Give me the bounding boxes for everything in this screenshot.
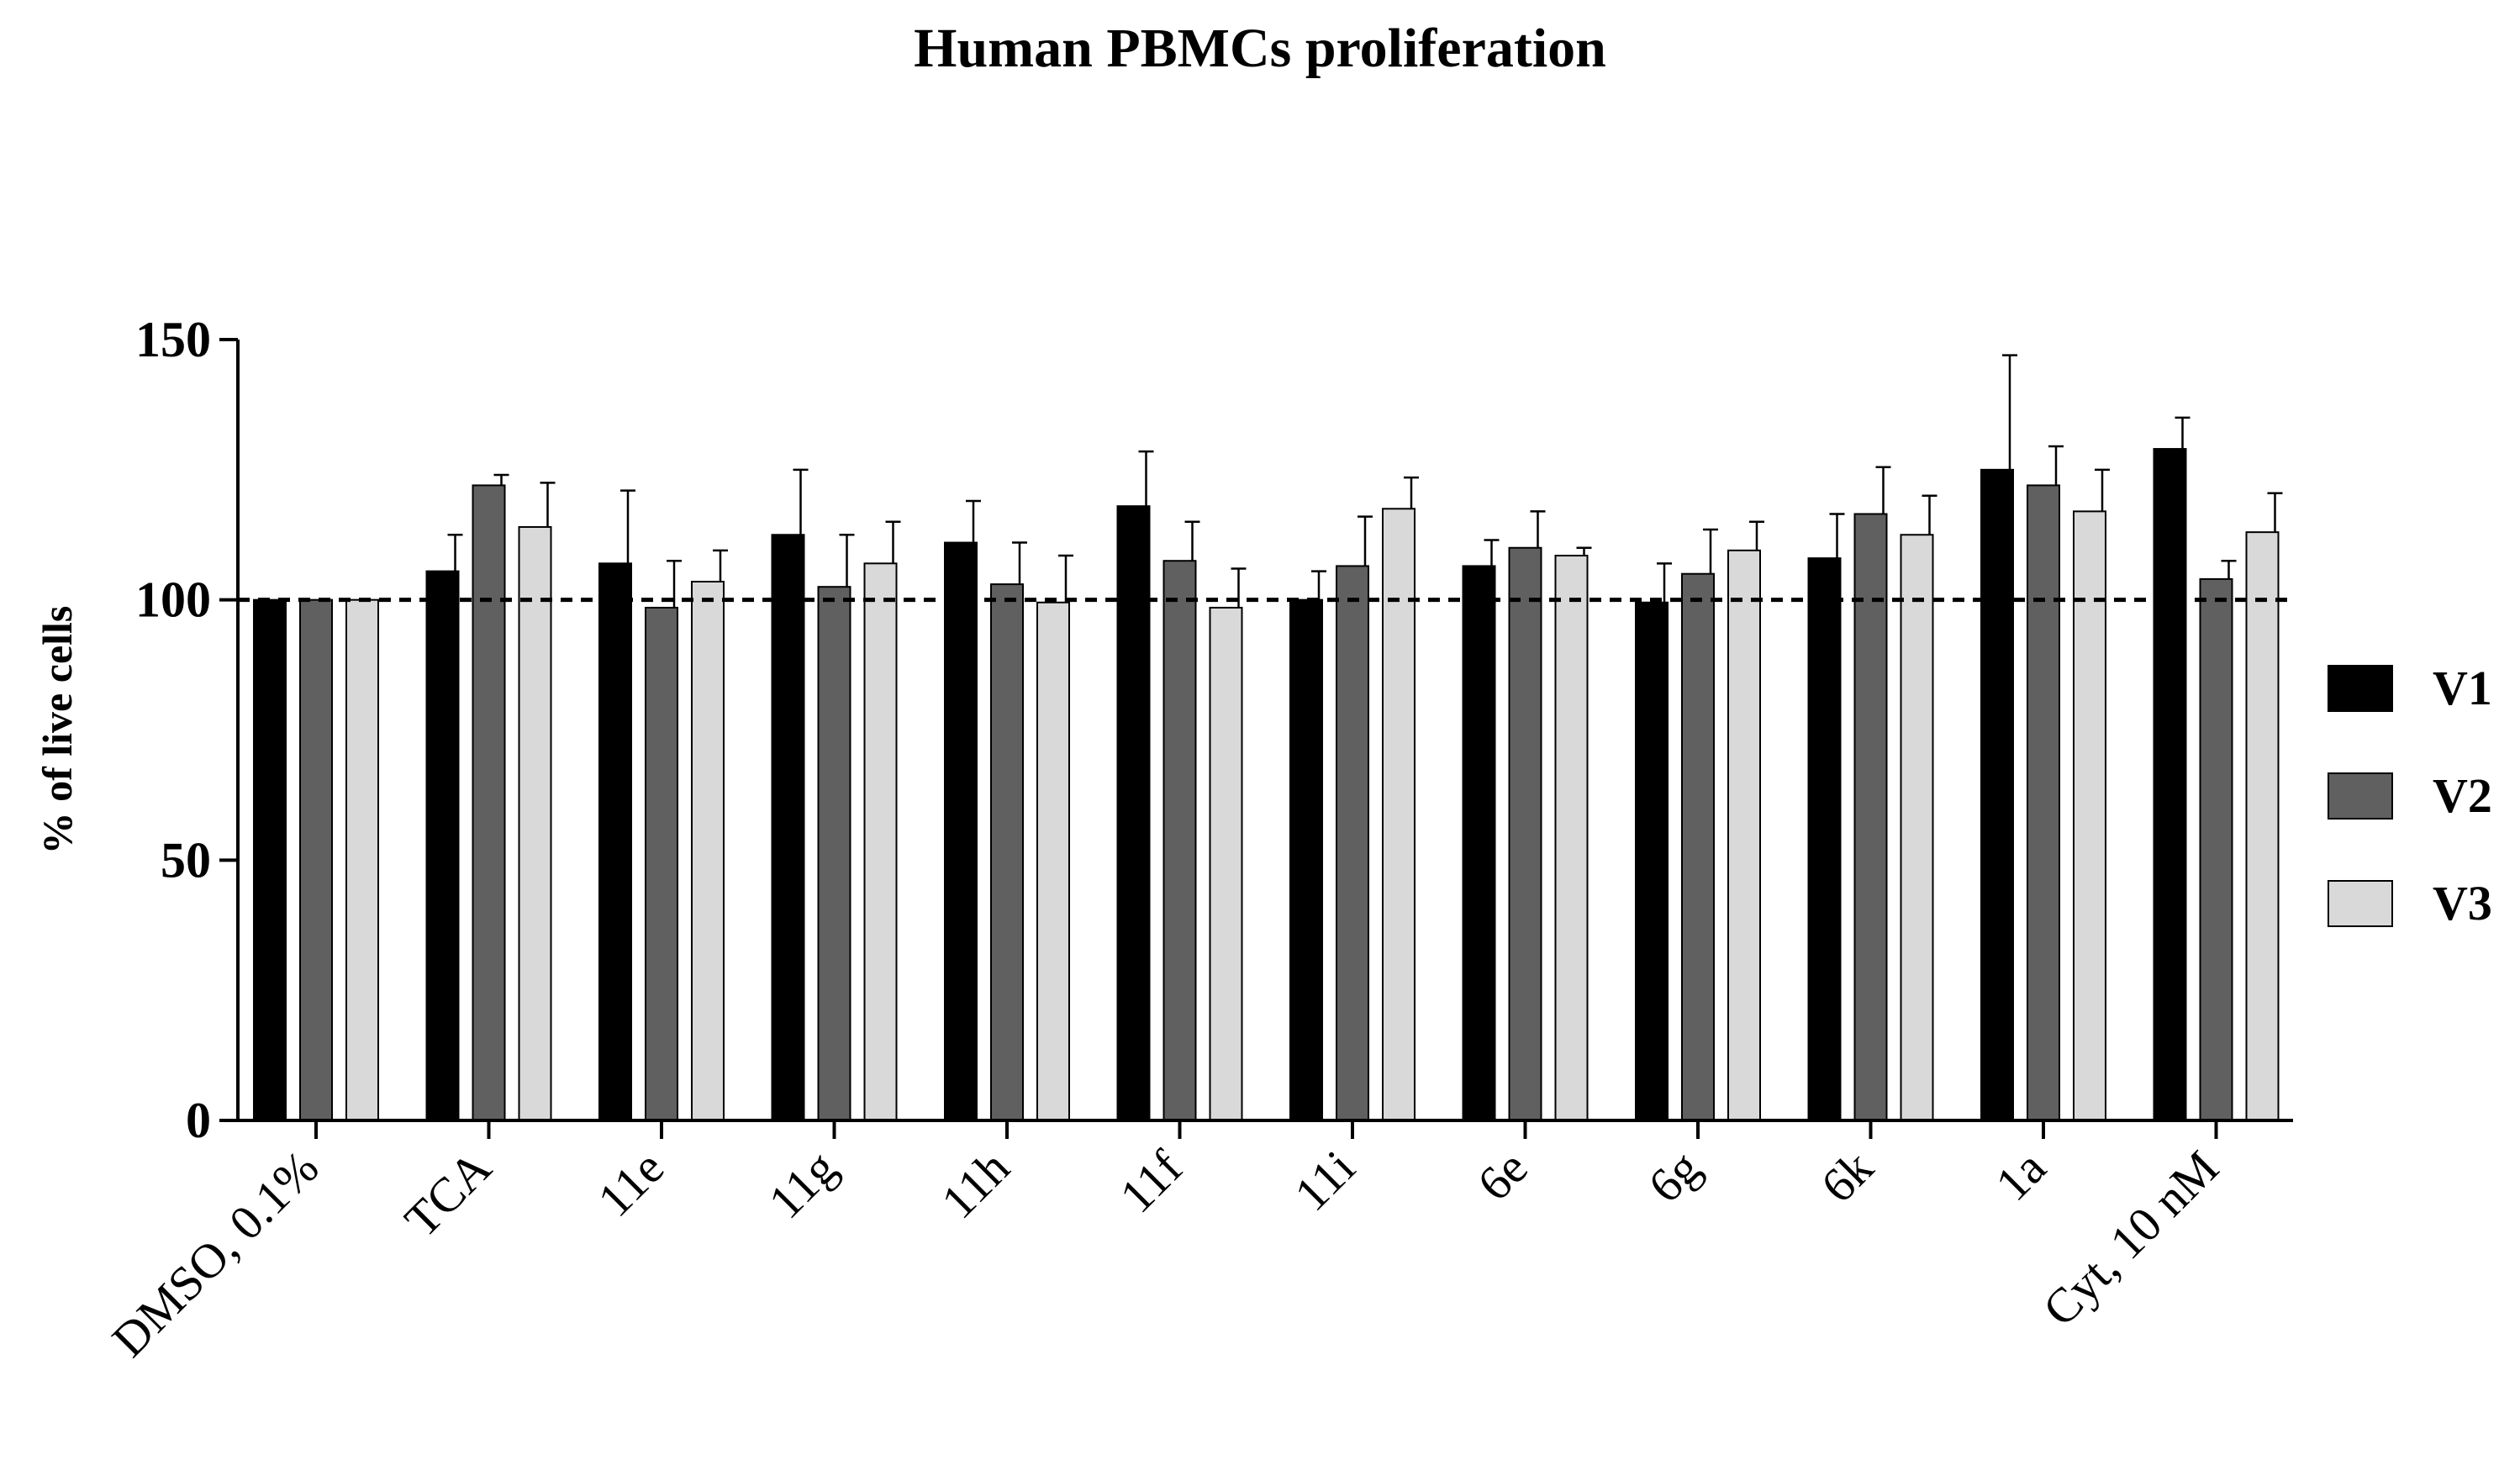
bar-V1-5	[1116, 505, 1151, 1121]
x-tick-label-9: 6k	[1811, 1140, 1884, 1213]
legend-swatch-V3	[2328, 880, 2393, 927]
bar-V3-6	[1382, 508, 1416, 1121]
bar-V2-9	[1853, 513, 1888, 1121]
legend-label-V1: V1	[2433, 661, 2492, 715]
bar-V1-6	[1289, 598, 1323, 1121]
y-tick-label-150: 150	[135, 312, 211, 367]
bar-V1-2	[598, 562, 632, 1121]
y-axis-label: % of live cells	[34, 606, 81, 855]
error-bars-layer	[447, 354, 2283, 608]
legend: V1 V2 V3	[2328, 661, 2492, 930]
axes-layer	[236, 340, 2293, 1122]
x-tick-label-7: 6e	[1467, 1140, 1538, 1211]
bar-V1-0	[253, 598, 287, 1121]
legend-label-V2: V2	[2433, 768, 2492, 823]
bar-V2-5	[1162, 560, 1197, 1121]
x-tick-label-5: 11f	[1110, 1140, 1194, 1224]
bar-V2-3	[817, 586, 851, 1121]
bar-V1-7	[1462, 565, 1496, 1121]
x-tick-label-3: 11g	[758, 1140, 847, 1229]
bar-V1-11	[2153, 448, 2187, 1121]
bar-V3-5	[1209, 606, 1243, 1121]
chart-title: Human PBMCs proliferation	[914, 18, 1606, 79]
bar-V2-11	[2199, 577, 2233, 1121]
bar-V2-0	[299, 598, 333, 1121]
y-tick-label-0: 0	[186, 1093, 211, 1148]
bar-V1-4	[944, 541, 978, 1121]
bar-V3-3	[863, 562, 898, 1121]
y-tick-label-50: 50	[161, 832, 211, 888]
legend-swatch-V1	[2328, 665, 2393, 712]
x-tick-label-6: 11i	[1284, 1140, 1365, 1221]
bar-V2-10	[2027, 484, 2060, 1121]
x-ticks-layer: DMSO, 0.1% TCA 11e 11g 11h 11f 11i 6e 6g 6k 1aCyt,…	[102, 1120, 2229, 1368]
y-tick-label-100: 100	[135, 572, 211, 628]
bar-V1-9	[1807, 557, 1842, 1121]
bar-V3-2	[691, 580, 725, 1121]
bar-V2-7	[1508, 546, 1542, 1121]
x-tick-label-0: DMSO, 0.1%	[102, 1140, 329, 1367]
bar-V2-1	[472, 484, 506, 1121]
bar-V3-9	[1900, 534, 1934, 1121]
x-tick-label-8: 6g	[1637, 1140, 1711, 1213]
bar-V1-3	[771, 534, 805, 1121]
bar-V2-6	[1336, 565, 1369, 1121]
bar-V3-8	[1727, 549, 1761, 1121]
x-tick-label-4: 11h	[931, 1140, 1020, 1229]
bar-V3-1	[518, 525, 552, 1121]
bar-V1-10	[1980, 468, 2014, 1121]
bar-V3-4	[1036, 601, 1070, 1121]
x-tick-label-10: 1a	[1985, 1140, 2057, 1211]
x-tick-label-2: 11e	[588, 1140, 675, 1227]
y-ticks-layer: 0 50 100 150	[135, 312, 238, 1148]
bar-V3-10	[2073, 510, 2106, 1121]
legend-swatch-V2	[2328, 772, 2393, 820]
bar-V2-4	[990, 583, 1024, 1121]
legend-label-V3: V3	[2433, 876, 2492, 930]
bar-V2-2	[645, 606, 678, 1121]
bar-V3-0	[345, 598, 379, 1121]
bars-layer	[253, 448, 2280, 1121]
x-tick-label-11: Cyt, 10 nM	[2032, 1140, 2229, 1336]
bar-V3-11	[2245, 531, 2280, 1121]
bar-V2-8	[1681, 572, 1715, 1121]
bar-V1-8	[1635, 601, 1669, 1121]
bar-V3-7	[1554, 555, 1589, 1121]
bar-V1-1	[425, 570, 460, 1121]
x-tick-label-1: TCA	[394, 1140, 502, 1247]
